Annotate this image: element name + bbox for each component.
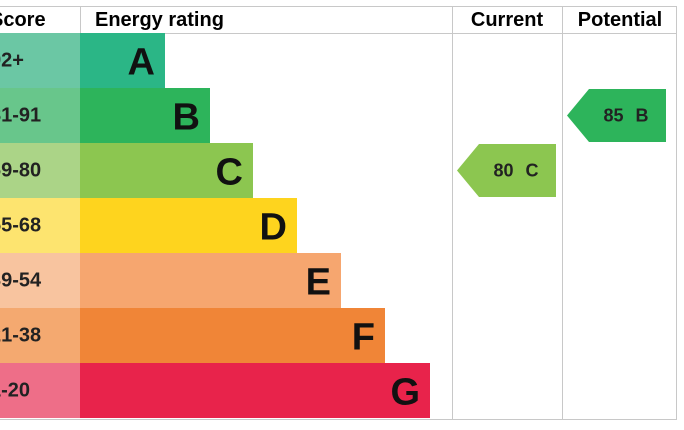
score-cell (0, 143, 80, 198)
band-letter: C (216, 152, 243, 194)
score-label: 21-38 (0, 325, 41, 347)
potential-arrow (567, 89, 666, 142)
header-rating: Energy rating (95, 9, 224, 31)
current-value: 80 (493, 161, 513, 181)
score-cell (0, 253, 80, 308)
band-letter: A (128, 42, 155, 84)
rating-bar (80, 33, 165, 88)
score-label: 81-91 (0, 105, 41, 127)
score-label: 92+ (0, 50, 24, 72)
header-score: Score (0, 9, 46, 31)
score-label: 55-68 (0, 215, 41, 237)
header-current: Current (471, 9, 544, 31)
score-cell (0, 308, 80, 363)
band-letter: F (352, 317, 375, 359)
score-cell (0, 198, 80, 253)
potential-letter: B (636, 106, 649, 126)
current-arrow (457, 144, 556, 197)
score-cell (0, 33, 80, 88)
band-letter: E (306, 262, 331, 304)
score-label: 39-54 (0, 270, 42, 292)
rating-bar (80, 363, 430, 418)
score-label: 69-80 (0, 160, 41, 182)
rating-bar (80, 308, 385, 363)
score-cell (0, 88, 80, 143)
band-letter: G (390, 372, 420, 414)
rating-bar (80, 253, 341, 308)
current-letter: C (526, 161, 539, 181)
rating-bar (80, 88, 210, 143)
header-potential: Potential (578, 9, 662, 31)
rating-bar (80, 143, 253, 198)
score-cell (0, 363, 80, 418)
band-letter: B (173, 97, 200, 139)
score-label: 1-20 (0, 380, 30, 402)
band-letter: D (260, 207, 287, 249)
rating-bar (80, 198, 297, 253)
potential-value: 85 (603, 106, 623, 126)
